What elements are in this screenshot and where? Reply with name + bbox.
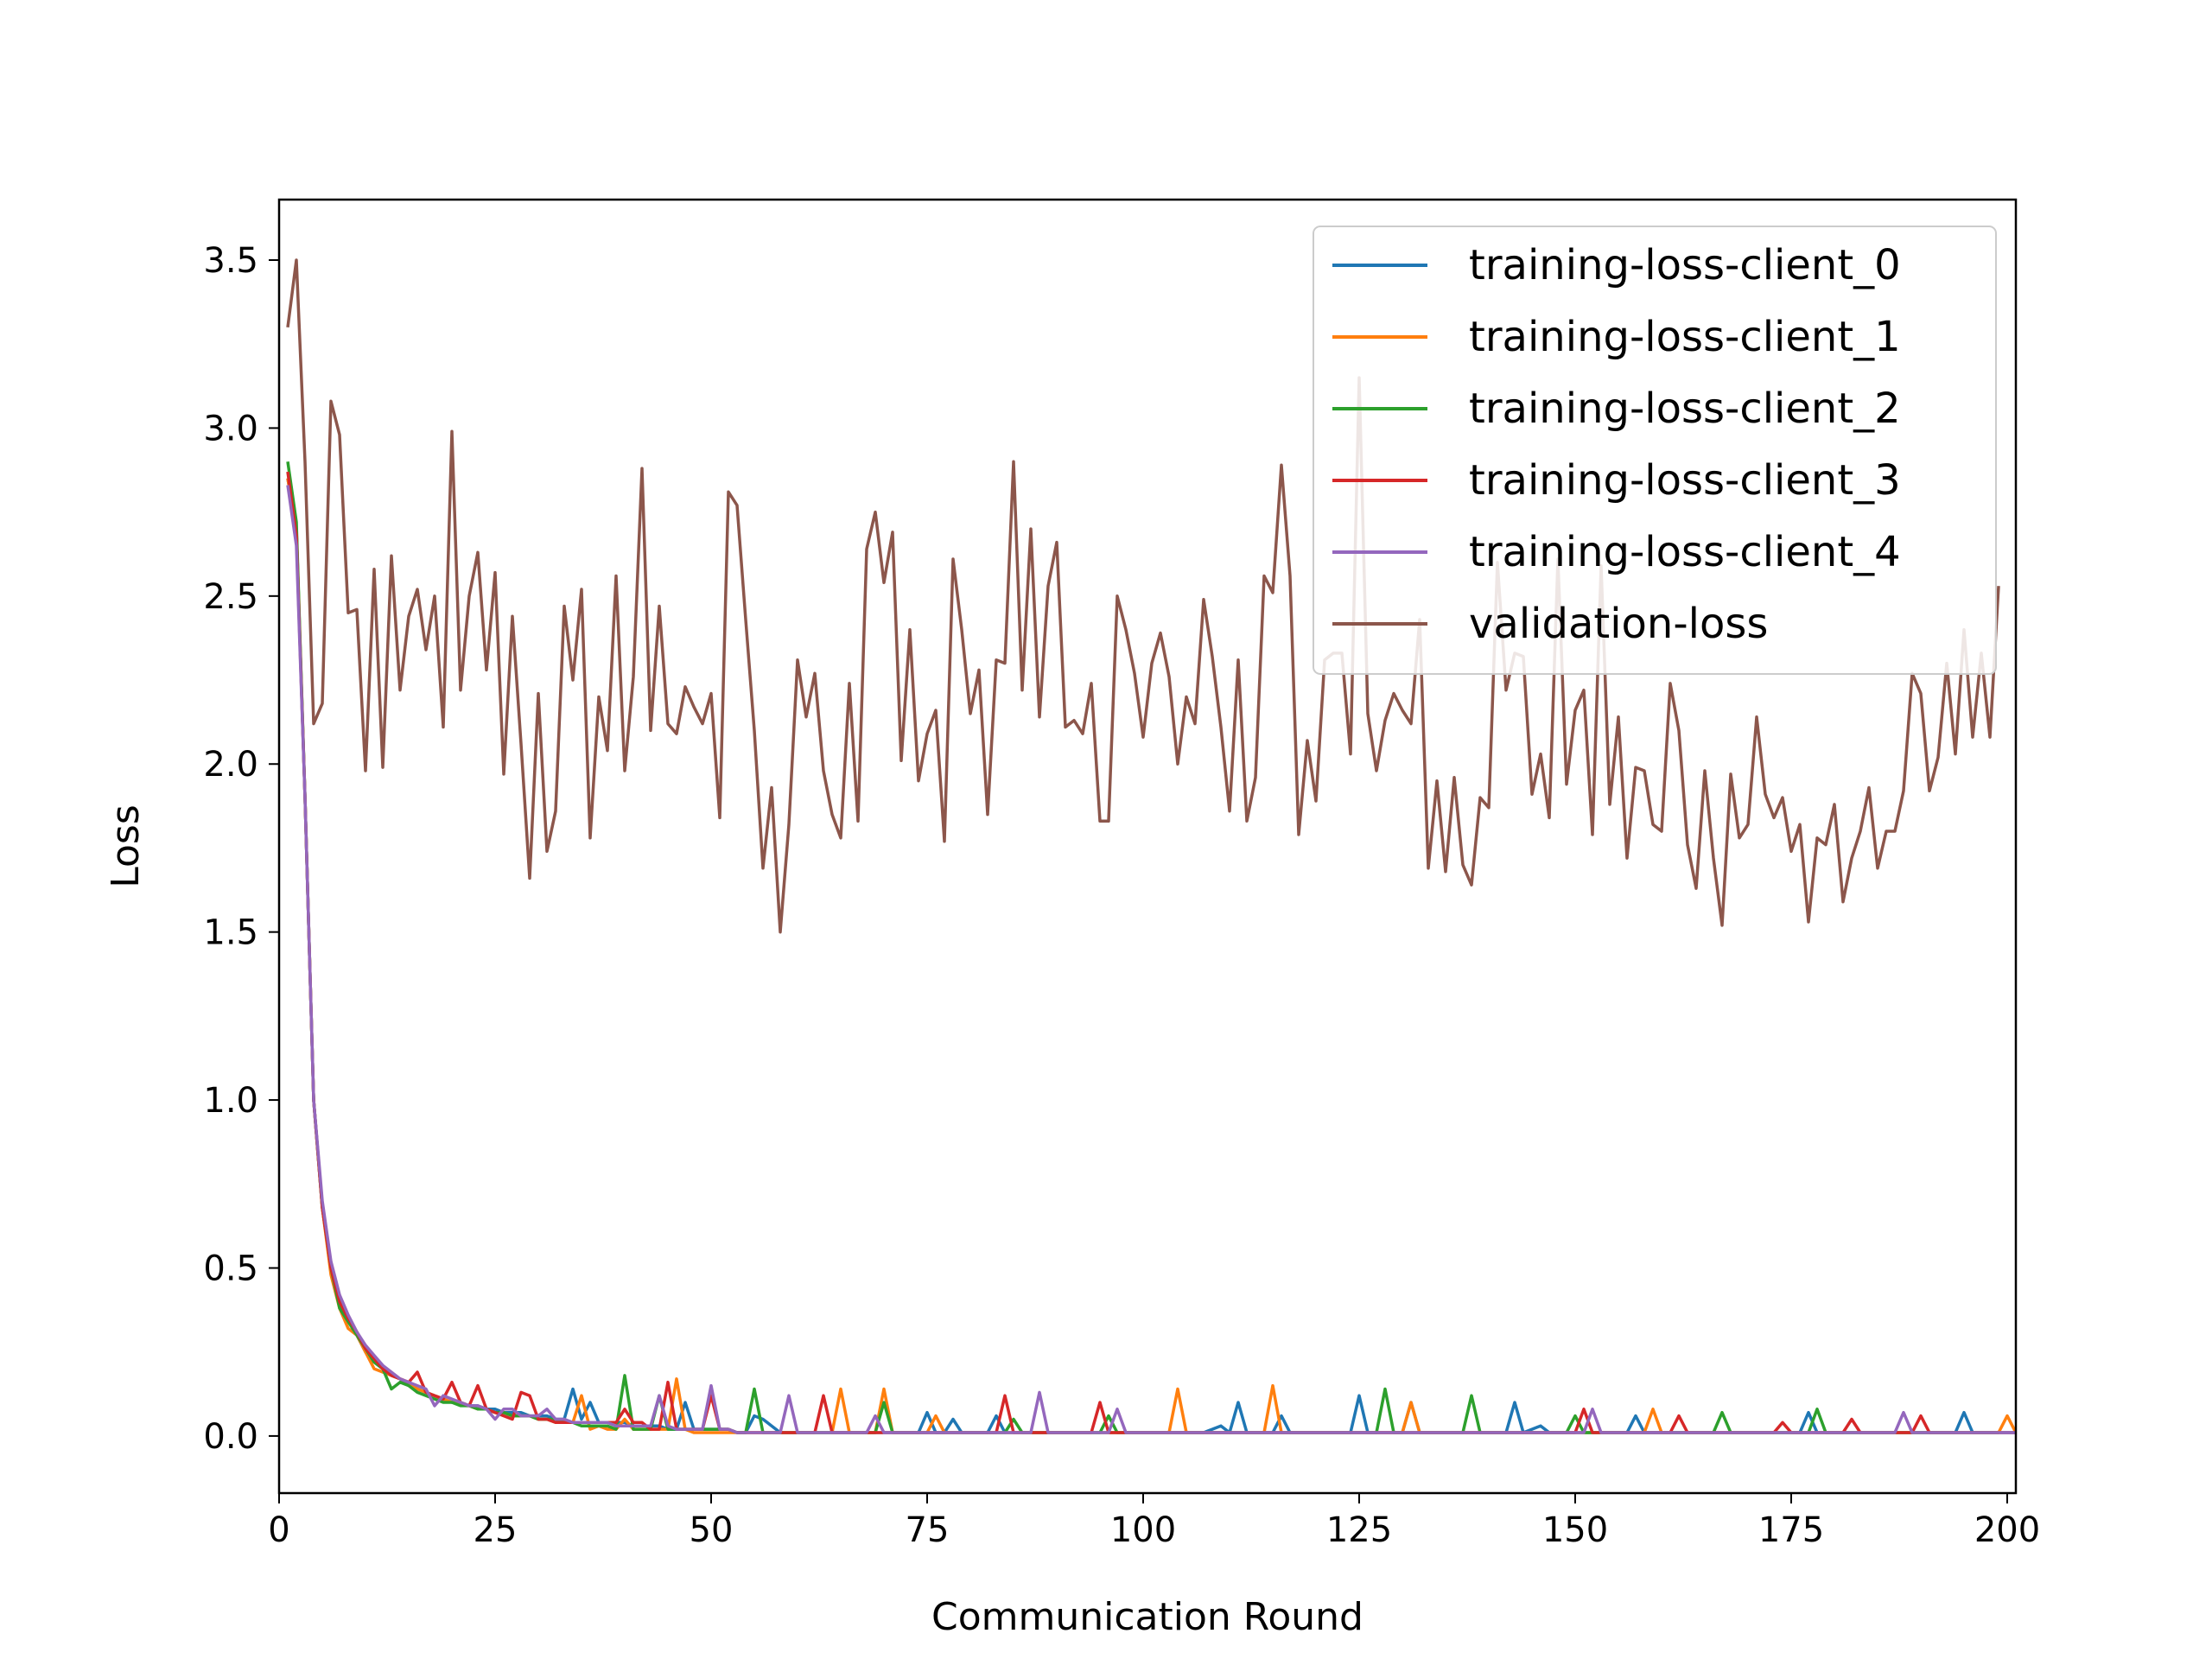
legend-entry-label: training-loss-client_3 [1469, 456, 1901, 505]
legend-entry-label: training-loss-client_0 [1469, 241, 1901, 289]
y-tick-label: 0.0 [203, 1417, 258, 1457]
x-axis-label: Communication Round [931, 1595, 1363, 1639]
y-tick-label: 3.5 [203, 241, 258, 281]
series-layer [286, 258, 2016, 1434]
x-tick-label: 50 [690, 1510, 734, 1550]
plot-frame [277, 198, 2018, 1495]
legend-box [1313, 226, 1997, 675]
x-tick-label: 0 [268, 1510, 289, 1550]
series-line-4 [286, 485, 2016, 1434]
x-tick-label: 125 [1326, 1510, 1392, 1550]
x-axis: 0 25 50 75 100 125 150 175 200 [268, 1493, 2040, 1550]
legend-entry-label: training-loss-client_1 [1469, 313, 1901, 361]
y-tick-label: 2.5 [203, 577, 258, 617]
series-line-5 [286, 258, 2000, 934]
legend-entry-label: training-loss-client_4 [1469, 528, 1901, 576]
y-tick-label: 1.0 [203, 1081, 258, 1121]
y-tick-label: 2.0 [203, 745, 258, 785]
y-tick-label: 3.0 [203, 409, 258, 448]
legend: training-loss-client_0 training-loss-clie… [1313, 226, 1997, 675]
x-tick-label: 150 [1542, 1510, 1608, 1550]
y-axis-label: Loss [104, 804, 148, 888]
x-tick-label: 75 [906, 1510, 950, 1550]
y-axis: 0.0 0.5 1.0 1.5 2.0 2.5 3.0 3.5 [203, 241, 279, 1457]
legend-entry-label: training-loss-client_2 [1469, 385, 1901, 433]
x-tick-label: 175 [1758, 1510, 1824, 1550]
x-tick-label: 100 [1110, 1510, 1176, 1550]
legend-entry-label: validation-loss [1469, 600, 1768, 648]
y-tick-label: 0.5 [203, 1249, 258, 1288]
y-tick-label: 1.5 [203, 913, 258, 953]
x-tick-label: 200 [1974, 1510, 2040, 1550]
x-tick-label: 25 [474, 1510, 518, 1550]
